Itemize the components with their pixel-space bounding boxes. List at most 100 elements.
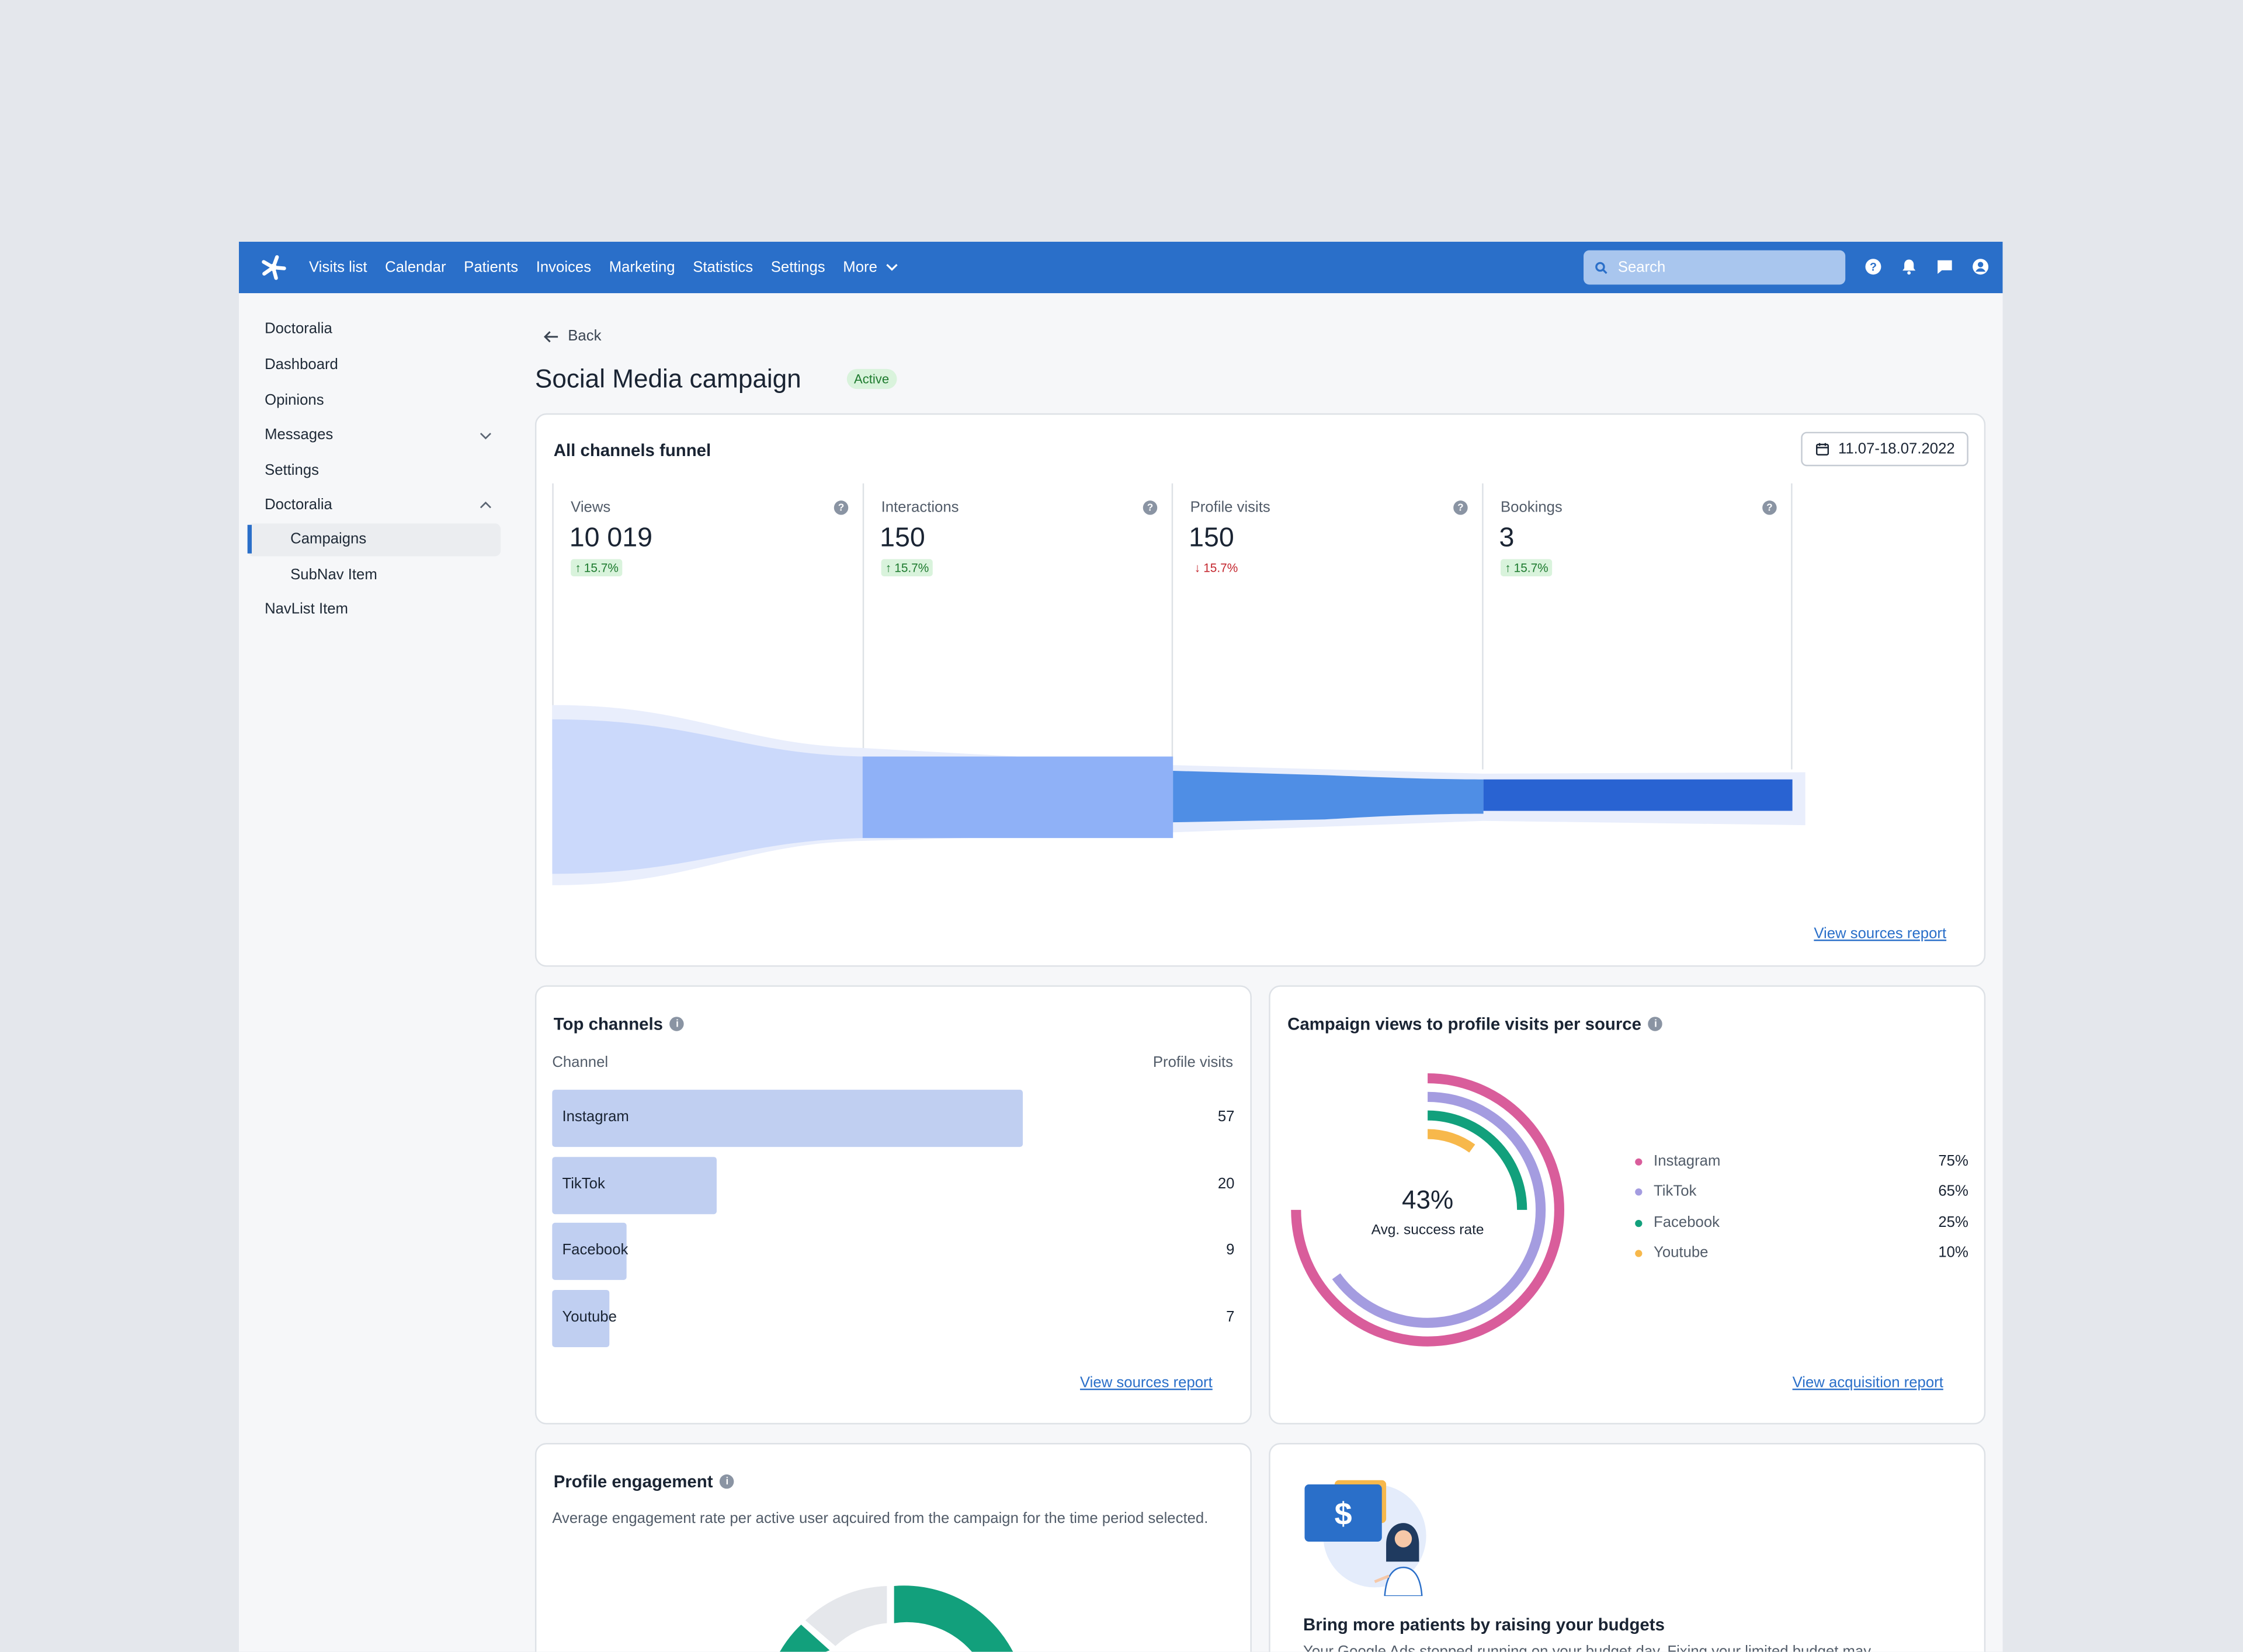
funnel-stage-bookings xyxy=(1483,779,1793,811)
status-badge: Active xyxy=(846,368,897,389)
sidebar-item-navlist[interactable]: NavList Item xyxy=(265,600,348,618)
channel-bar-label: Facebook xyxy=(562,1241,629,1260)
sidebar: Doctoralia Dashboard Opinions Messages S… xyxy=(239,293,511,1652)
success-rate-value: 43% xyxy=(1401,1185,1454,1215)
legend-dot xyxy=(1635,1158,1643,1166)
sidebar-active-highlight xyxy=(247,523,501,557)
arrow-left-icon xyxy=(543,330,558,342)
legend-item: Youtube 10% xyxy=(1635,1244,1968,1264)
campaign-views-title-text: Campaign views to profile visits per sou… xyxy=(1287,1014,1641,1034)
profile-visits-column-header: Profile visits xyxy=(1152,1053,1234,1072)
metric-value: 3 xyxy=(1499,523,1515,554)
profile-engagement-card: Profile engagement i Average engagement … xyxy=(534,1443,1252,1652)
info-icon[interactable]: i xyxy=(720,1474,735,1489)
radial-arc-youtube xyxy=(1427,1129,1475,1153)
search-placeholder: Search xyxy=(1617,259,1666,276)
nav-more-label: More xyxy=(843,259,877,276)
legend-item: TikTok 65% xyxy=(1635,1183,1968,1203)
channel-column-header: Channel xyxy=(552,1053,609,1072)
legend-label: Facebook xyxy=(1654,1213,1720,1231)
delta-value: 15.7% xyxy=(584,561,619,575)
delta-badge: ↓ 15.7% xyxy=(1190,559,1242,576)
back-link[interactable]: Back xyxy=(543,328,601,345)
radial-arc-instagram xyxy=(1291,1073,1564,1347)
legend-dot xyxy=(1635,1188,1643,1197)
radial-arc-facebook xyxy=(1428,1110,1527,1210)
sidebar-item-doctoralia[interactable]: Doctoralia xyxy=(265,496,332,514)
nav-invoices[interactable]: Invoices xyxy=(536,259,592,276)
funnel-chart xyxy=(552,705,1805,885)
channel-bar-value: 20 xyxy=(1217,1175,1235,1192)
top-channels-title: Top channels i xyxy=(554,1014,685,1034)
legend-value: 75% xyxy=(1938,1152,1968,1170)
sidebar-subitem-campaigns[interactable]: Campaigns xyxy=(290,530,367,548)
channel-bar-value: 57 xyxy=(1217,1108,1235,1126)
view-sources-report-link[interactable]: View sources report xyxy=(1814,925,1947,942)
metric-label: Bookings xyxy=(1501,499,1563,517)
delta-badge: ↑ 15.7% xyxy=(881,559,933,576)
nav-settings[interactable]: Settings xyxy=(770,259,825,276)
search-input[interactable]: Search xyxy=(1584,250,1846,285)
info-icon[interactable]: i xyxy=(670,1017,685,1031)
chevron-down-icon[interactable] xyxy=(479,432,492,441)
delta-value: 15.7% xyxy=(894,561,929,575)
chat-icon[interactable] xyxy=(1935,258,1954,276)
budget-illustration: $ xyxy=(1304,1480,1426,1597)
engagement-donut-segment xyxy=(894,1585,1013,1652)
delta-badge: ↑ 15.7% xyxy=(571,559,623,576)
promo-title: Bring more patients by raising your budg… xyxy=(1303,1614,1665,1635)
legend-value: 10% xyxy=(1938,1244,1968,1261)
user-account-icon[interactable] xyxy=(1971,258,1990,276)
info-icon[interactable]: i xyxy=(1648,1017,1663,1031)
nav-patients[interactable]: Patients xyxy=(464,259,519,276)
sidebar-active-indicator xyxy=(247,524,252,554)
calendar-icon xyxy=(1816,443,1829,456)
sidebar-subitem-subnav[interactable]: SubNav Item xyxy=(290,566,377,584)
nav-marketing[interactable]: Marketing xyxy=(609,259,675,276)
nav-calendar[interactable]: Calendar xyxy=(385,259,446,276)
channel-bar: TikTok xyxy=(552,1156,718,1214)
help-icon[interactable]: ? xyxy=(1143,500,1158,515)
help-icon[interactable]: ? xyxy=(1762,500,1777,515)
legend-dot xyxy=(1635,1219,1643,1227)
arrow-up-icon: ↑ xyxy=(1505,561,1511,575)
page-title: Social Media campaign xyxy=(534,364,801,394)
engagement-donut-segment xyxy=(780,1625,830,1652)
doctoralia-logo-icon[interactable] xyxy=(259,253,287,281)
legend-label: Youtube xyxy=(1654,1244,1709,1261)
view-acquisition-report-link[interactable]: View acquisition report xyxy=(1792,1374,1943,1392)
campaign-views-title: Campaign views to profile visits per sou… xyxy=(1287,1014,1663,1034)
help-icon[interactable]: ? xyxy=(1864,258,1883,276)
nav-more-menu[interactable]: More xyxy=(843,259,898,276)
success-rate-label: Avg. success rate xyxy=(1371,1222,1484,1239)
metric-value: 10 019 xyxy=(569,523,653,554)
date-range-picker[interactable]: 11.07-18.07.2022 xyxy=(1801,432,1968,467)
chevron-down-icon xyxy=(886,263,898,271)
delta-value: 15.7% xyxy=(1513,561,1548,575)
sidebar-item-opinions[interactable]: Opinions xyxy=(265,392,324,409)
sidebar-item-settings[interactable]: Settings xyxy=(265,462,320,479)
sidebar-item-dashboard[interactable]: Dashboard xyxy=(265,356,338,374)
nav-statistics[interactable]: Statistics xyxy=(693,259,754,276)
top-channels-card: Top channels i Channel Profile visits In… xyxy=(534,985,1252,1425)
bell-icon[interactable] xyxy=(1900,258,1918,276)
radial-arc-tiktok xyxy=(1332,1091,1546,1328)
metric-value: 150 xyxy=(880,523,925,554)
legend-item: Facebook 25% xyxy=(1635,1213,1968,1233)
chevron-up-icon[interactable] xyxy=(479,500,492,509)
sidebar-item-messages[interactable]: Messages xyxy=(265,426,334,444)
nav-visits-list[interactable]: Visits list xyxy=(308,259,367,276)
delta-badge: ↑ 15.7% xyxy=(1501,559,1553,576)
campaign-views-card: Campaign views to profile visits per sou… xyxy=(1269,985,1986,1425)
date-range-label: 11.07-18.07.2022 xyxy=(1838,440,1955,458)
help-icon[interactable]: ? xyxy=(1453,500,1468,515)
profile-engagement-description: Average engagement rate per active user … xyxy=(552,1510,1209,1528)
dollar-icon: $ xyxy=(1335,1497,1352,1532)
radial-bar-chart xyxy=(1291,1073,1564,1347)
metric-label: Interactions xyxy=(881,499,959,517)
radial-chart-container: 43% Avg. success rate xyxy=(1287,1070,1568,1350)
help-icon[interactable]: ? xyxy=(834,500,849,515)
view-sources-report-link[interactable]: View sources report xyxy=(1079,1374,1213,1392)
legend-label: Instagram xyxy=(1654,1152,1721,1170)
funnel-column-views: Views ? 10 019 ↑ 15.7% xyxy=(552,483,862,770)
